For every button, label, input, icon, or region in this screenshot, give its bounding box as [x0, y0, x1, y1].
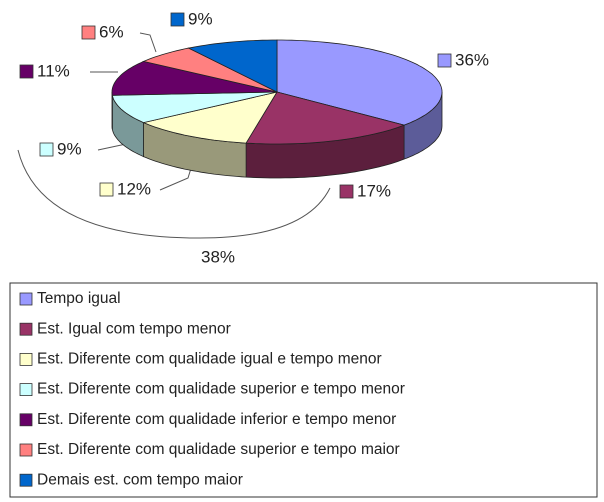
slice: [276, 39, 443, 126]
data-label: 6%: [99, 22, 124, 41]
slice: [111, 60, 278, 96]
legend-swatch: [19, 383, 33, 397]
legend-swatch: [19, 443, 33, 457]
data-label: 36%: [455, 50, 489, 69]
data-label: 9%: [57, 139, 82, 158]
label-swatch: [170, 12, 185, 27]
leader-line: [97, 143, 127, 151]
legend-label: Est. Diferente com qualidade inferior e …: [37, 411, 396, 428]
slice: [187, 39, 278, 93]
data-label: 12%: [117, 179, 151, 198]
pie: [111, 39, 443, 179]
label-swatch: [39, 142, 54, 157]
slice: [142, 91, 278, 144]
data-label: 17%: [357, 181, 391, 200]
legend-swatch: [19, 352, 33, 366]
annotation: 38%: [201, 247, 235, 266]
legend-label: Est. Igual com tempo menor: [37, 320, 231, 337]
legend-swatch: [19, 322, 33, 336]
legend-label: Est. Diferente com qualidade superior e …: [37, 381, 405, 398]
legend-label: Tempo igual: [37, 290, 121, 307]
slice: [142, 47, 278, 93]
legend: [9, 282, 598, 498]
legend-swatch: [19, 473, 33, 487]
leader-line: [139, 32, 157, 53]
legend-entries: Tempo igual Est. Igual com tempo menor Est…: [19, 290, 405, 488]
legend-swatch: [19, 292, 33, 306]
legend-label: Est. Diferente com qualidade igual e tem…: [37, 350, 382, 367]
label-swatch: [81, 25, 96, 40]
label-swatch: [19, 64, 34, 79]
label-swatch: [437, 53, 452, 68]
slice: [245, 91, 406, 145]
label-swatch: [339, 184, 354, 199]
label-swatch: [99, 182, 114, 197]
bracket: [17, 149, 331, 239]
legend-swatch: [19, 413, 33, 427]
legend-label: Demais est. com tempo maior: [37, 471, 243, 488]
data-label: 9%: [188, 9, 213, 28]
data-label: 11%: [37, 61, 70, 80]
legend-label: Est. Diferente com qualidade superior e …: [37, 441, 400, 458]
slice: [111, 91, 278, 124]
